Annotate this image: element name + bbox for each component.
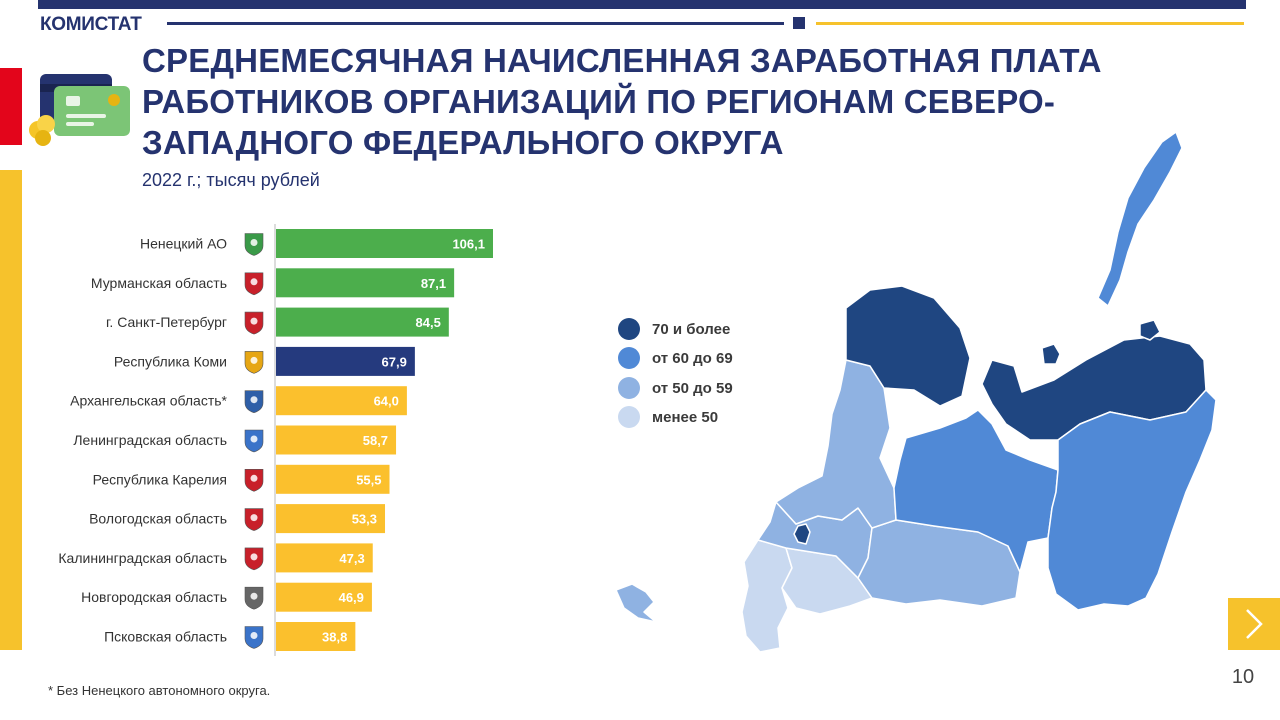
coat-of-arms-icon xyxy=(244,390,264,414)
bar-value-label: 64,0 xyxy=(374,394,399,409)
map-region-kolguev xyxy=(1041,343,1061,365)
legend-item: от 50 до 59 xyxy=(618,377,733,399)
bar xyxy=(276,386,407,416)
coat-of-arms-icon xyxy=(244,272,264,296)
category-label: Республика Карелия xyxy=(93,471,227,487)
page-subtitle: 2022 г.; тысяч рублей xyxy=(142,170,320,190)
legend-item: менее 50 xyxy=(618,406,718,428)
legend-dot xyxy=(618,318,640,340)
bar xyxy=(276,346,415,376)
coat-of-arms-icon xyxy=(244,547,264,571)
coat-of-arms-icon xyxy=(244,429,264,453)
legend-dot xyxy=(618,347,640,369)
coat-of-arms-icon xyxy=(244,311,264,335)
bar xyxy=(276,622,356,651)
bar-value-label: 58,7 xyxy=(363,433,388,448)
coat-of-arms-icon xyxy=(244,626,264,649)
coat-of-arms-icon xyxy=(244,508,264,531)
bar-value-label: 55,5 xyxy=(356,472,381,487)
category-label: Архангельская область* xyxy=(70,393,227,409)
legend-label: от 50 до 59 xyxy=(652,379,733,397)
category-label: Калининградская область xyxy=(58,550,227,566)
legend-item: 70 и более xyxy=(618,318,730,340)
header-rule-navy xyxy=(167,22,784,25)
map-region-vaygach xyxy=(1139,319,1161,341)
coat-of-arms-icon xyxy=(244,469,264,492)
bar-value-label: 67,9 xyxy=(382,354,407,369)
next-slide-button[interactable] xyxy=(1228,598,1280,650)
side-accent-red xyxy=(0,68,22,145)
coat-of-arms-icon xyxy=(244,351,264,374)
bar-value-label: 87,1 xyxy=(421,276,446,291)
coat-of-arms-icon xyxy=(244,586,264,610)
map-region-kaliningrad xyxy=(615,583,657,623)
bar-value-label: 38,8 xyxy=(322,630,347,645)
bar-value-label: 84,5 xyxy=(416,315,441,330)
salary-bar-chart: 106,1 Ненецкий АО 87,1 Мурманская область 84… xyxy=(58,224,493,656)
nw-federal-district-map xyxy=(615,131,1217,653)
header-rule-yellow xyxy=(816,22,1244,25)
top-bar xyxy=(38,0,1246,9)
bar xyxy=(276,464,390,494)
brand-logo-text: КОМИСТАТ xyxy=(40,14,142,35)
bar xyxy=(276,425,397,455)
map-region-komi xyxy=(1047,389,1217,611)
category-label: Новгородская область xyxy=(81,589,227,605)
bank-cards-icon xyxy=(29,74,130,146)
map-region-pskov xyxy=(741,539,793,653)
category-label: Мурманская область xyxy=(91,275,227,291)
legend-label: 70 и более xyxy=(652,320,731,338)
bar xyxy=(276,504,386,534)
page-title: СРЕДНЕМЕСЯЧНАЯ НАЧИСЛЕННАЯ ЗАРАБОТНАЯ ПЛ… xyxy=(142,42,1102,161)
bar xyxy=(276,582,372,612)
chevron-right-icon xyxy=(1246,609,1263,639)
legend-label: менее 50 xyxy=(652,408,719,426)
legend-item: от 60 до 69 xyxy=(618,347,733,369)
bar-value-label: 47,3 xyxy=(339,551,364,566)
map-region-murmansk xyxy=(845,285,971,407)
legend-label: от 60 до 69 xyxy=(652,349,733,367)
map-region-karelia xyxy=(775,359,897,529)
bar-value-label: 106,1 xyxy=(452,237,485,252)
category-label: Псковская область xyxy=(104,629,227,645)
bar xyxy=(276,307,449,337)
bar xyxy=(276,268,455,298)
category-label: Ненецкий АО xyxy=(140,236,227,252)
footnote: * Без Ненецкого автономного округа. xyxy=(48,683,271,698)
bar xyxy=(276,543,373,573)
page-number: 10 xyxy=(1231,666,1255,688)
category-label: Вологодская область xyxy=(89,511,227,527)
bar xyxy=(276,229,493,258)
map-region-spb xyxy=(793,523,811,545)
header-rule-square xyxy=(793,17,805,29)
category-label: г. Санкт-Петербург xyxy=(106,314,227,330)
legend-dot xyxy=(618,406,640,428)
bar-value-label: 53,3 xyxy=(352,512,377,527)
coat-of-arms-icon xyxy=(244,233,264,256)
legend-dot xyxy=(618,377,640,399)
side-accent-yellow xyxy=(0,170,22,650)
category-label: Ленинградская область xyxy=(73,432,227,448)
map-region-novaya-zemlya xyxy=(1097,131,1183,307)
category-label: Республика Коми xyxy=(114,353,227,369)
bar-value-label: 46,9 xyxy=(339,590,364,605)
